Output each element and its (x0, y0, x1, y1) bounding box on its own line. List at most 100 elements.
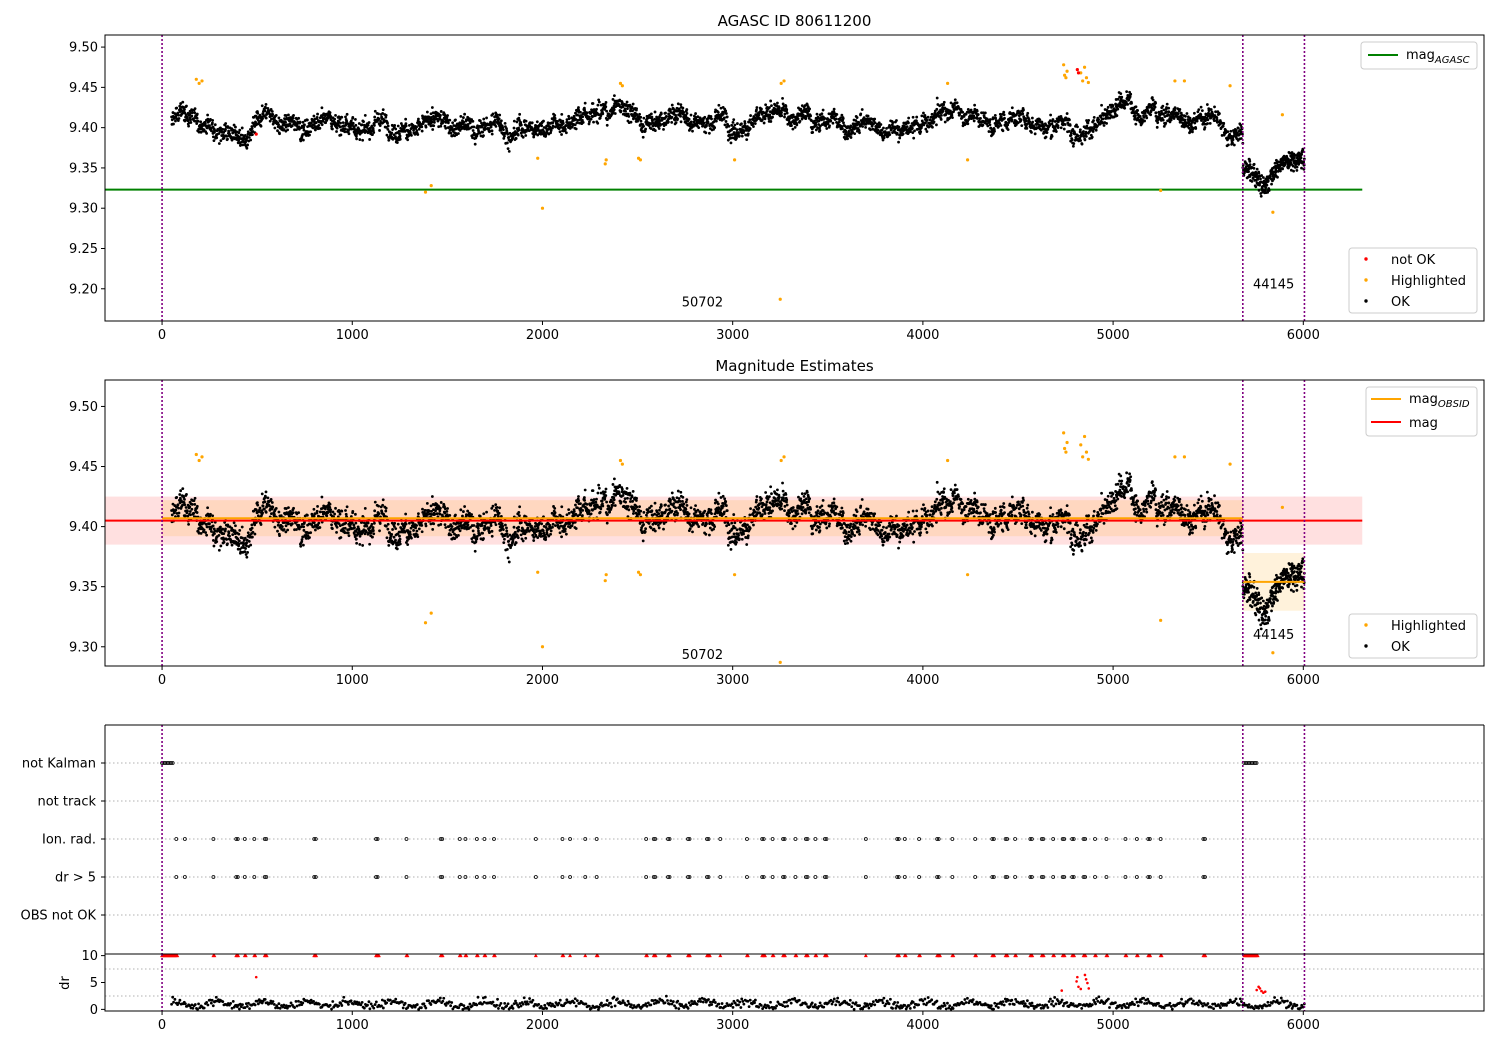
ok-point (439, 110, 443, 113)
ok-point (597, 100, 601, 104)
ok-point (301, 120, 305, 124)
ok-point (1101, 117, 1105, 121)
ok-point (210, 121, 214, 125)
ok-point (302, 525, 306, 529)
ok-point (993, 113, 997, 117)
ok-point (524, 134, 528, 137)
ok-point (577, 106, 580, 109)
ok-point (437, 125, 441, 129)
ok-point (363, 506, 367, 510)
ok-point (1111, 104, 1115, 107)
ok-point (589, 117, 593, 121)
ok-point (232, 123, 236, 127)
ok-point (565, 118, 569, 122)
ok-point (225, 134, 229, 138)
ok-point (284, 524, 288, 528)
ok-point (371, 133, 374, 137)
ok-point (919, 130, 923, 134)
ok-point (393, 124, 397, 127)
panel-agasc-legend-lower: not OK Highlighted OK (1348, 247, 1478, 314)
ok-point (653, 117, 657, 121)
ok-point (649, 122, 653, 126)
ok-point (732, 118, 736, 121)
ok-point (628, 103, 632, 107)
ok-point (297, 511, 301, 515)
ok-point (338, 524, 342, 528)
ok-point (270, 117, 273, 121)
ok-point (225, 538, 229, 541)
ok-point (335, 126, 339, 130)
ok-point (831, 121, 835, 125)
ok-point (1010, 116, 1013, 120)
ok-point (1048, 123, 1052, 127)
ok-point (1106, 105, 1110, 109)
panel-magnitude-title: Magnitude Estimates (715, 357, 873, 375)
ok-point (314, 121, 318, 124)
ok-point (650, 115, 654, 119)
highlighted-point (1079, 71, 1083, 75)
ok-point (391, 128, 394, 131)
ok-point (260, 104, 264, 108)
ok-point (920, 114, 924, 118)
highlighted-point (603, 162, 607, 166)
ok-point (837, 120, 841, 124)
ok-point (404, 512, 408, 516)
ok-point (1165, 102, 1169, 106)
ok-point (352, 523, 356, 527)
ok-point (979, 116, 982, 120)
ok-point (302, 528, 306, 532)
ok-point (803, 104, 807, 107)
ok-point (259, 124, 263, 128)
ok-point (1248, 175, 1252, 178)
ok-point (579, 110, 582, 114)
ok-point (820, 112, 824, 116)
ok-point (302, 126, 306, 130)
ok-point (340, 509, 344, 513)
ok-point (922, 111, 925, 115)
ok-point (384, 506, 388, 510)
ok-point (454, 513, 457, 517)
ok-point (815, 112, 819, 116)
ok-point (1092, 115, 1096, 119)
ok-point (174, 508, 178, 512)
ok-point (371, 529, 375, 533)
ok-point (278, 132, 281, 136)
ok-point (417, 127, 421, 131)
x-tick-label: 6000 (1287, 328, 1320, 343)
ok-point (1038, 118, 1042, 122)
ok-point (256, 514, 260, 518)
ok-point (713, 126, 717, 130)
ok-point (986, 124, 990, 128)
ok-point (964, 112, 968, 116)
ok-point (901, 132, 905, 136)
highlighted-points (194, 63, 1284, 301)
ok-point (676, 117, 679, 121)
ok-point (618, 98, 622, 102)
ok-point (320, 495, 324, 499)
ok-point (398, 534, 401, 538)
ok-point (581, 118, 584, 122)
ok-point (295, 128, 298, 132)
ok-point (366, 521, 370, 525)
ok-point (997, 125, 1001, 128)
ok-point (793, 125, 797, 129)
ok-point (684, 114, 688, 118)
ok-point (193, 107, 197, 111)
ok-point (1133, 116, 1137, 120)
ok-point (339, 121, 342, 125)
ok-point (743, 122, 747, 125)
ok-point (354, 537, 358, 541)
ok-point (1076, 125, 1079, 129)
ok-point (726, 138, 730, 142)
ok-point (302, 128, 306, 132)
ok-point (415, 524, 418, 527)
ok-point (670, 120, 674, 124)
ok-point (1113, 112, 1117, 116)
ok-point (519, 123, 523, 127)
ok-point (274, 114, 278, 117)
ok-point (926, 115, 930, 119)
ok-point (297, 127, 301, 131)
ok-point (687, 117, 691, 121)
ok-point (931, 125, 934, 129)
ok-point (378, 529, 381, 533)
